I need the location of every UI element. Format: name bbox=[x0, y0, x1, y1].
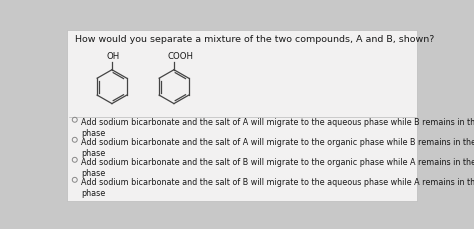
Text: Add sodium bicarbonate and the salt of B will migrate to the aqueous phase while: Add sodium bicarbonate and the salt of B… bbox=[81, 177, 474, 197]
FancyBboxPatch shape bbox=[67, 30, 417, 201]
Text: Add sodium bicarbonate and the salt of A will migrate to the organic phase while: Add sodium bicarbonate and the salt of A… bbox=[81, 137, 474, 158]
Text: Add sodium bicarbonate and the salt of B will migrate to the organic phase while: Add sodium bicarbonate and the salt of B… bbox=[81, 157, 474, 177]
Text: Add sodium bicarbonate and the salt of A will migrate to the aqueous phase while: Add sodium bicarbonate and the salt of A… bbox=[81, 117, 474, 138]
Text: How would you separate a mixture of the two compounds, A and B, shown?: How would you separate a mixture of the … bbox=[75, 34, 434, 43]
Text: COOH: COOH bbox=[168, 52, 194, 61]
Text: OH: OH bbox=[107, 52, 120, 61]
